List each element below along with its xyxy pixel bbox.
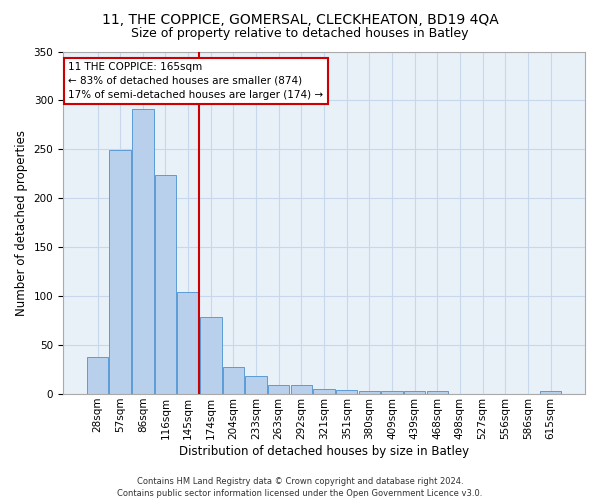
Bar xyxy=(178,292,199,394)
Bar xyxy=(87,357,108,394)
Bar xyxy=(313,389,335,394)
Bar xyxy=(245,376,267,394)
Bar xyxy=(132,109,154,394)
X-axis label: Distribution of detached houses by size in Batley: Distribution of detached houses by size … xyxy=(179,444,469,458)
Bar xyxy=(290,385,312,394)
Text: Size of property relative to detached houses in Batley: Size of property relative to detached ho… xyxy=(131,28,469,40)
Text: Contains HM Land Registry data © Crown copyright and database right 2024.
Contai: Contains HM Land Registry data © Crown c… xyxy=(118,476,482,498)
Text: 11, THE COPPICE, GOMERSAL, CLECKHEATON, BD19 4QA: 11, THE COPPICE, GOMERSAL, CLECKHEATON, … xyxy=(101,12,499,26)
Bar xyxy=(404,391,425,394)
Bar xyxy=(540,391,561,394)
Bar xyxy=(359,391,380,394)
Bar xyxy=(336,390,358,394)
Bar xyxy=(223,366,244,394)
Text: 11 THE COPPICE: 165sqm
← 83% of detached houses are smaller (874)
17% of semi-de: 11 THE COPPICE: 165sqm ← 83% of detached… xyxy=(68,62,323,100)
Bar xyxy=(200,316,221,394)
Bar xyxy=(268,385,289,394)
Bar xyxy=(109,150,131,394)
Y-axis label: Number of detached properties: Number of detached properties xyxy=(15,130,28,316)
Bar xyxy=(155,175,176,394)
Bar xyxy=(427,391,448,394)
Bar xyxy=(381,391,403,394)
